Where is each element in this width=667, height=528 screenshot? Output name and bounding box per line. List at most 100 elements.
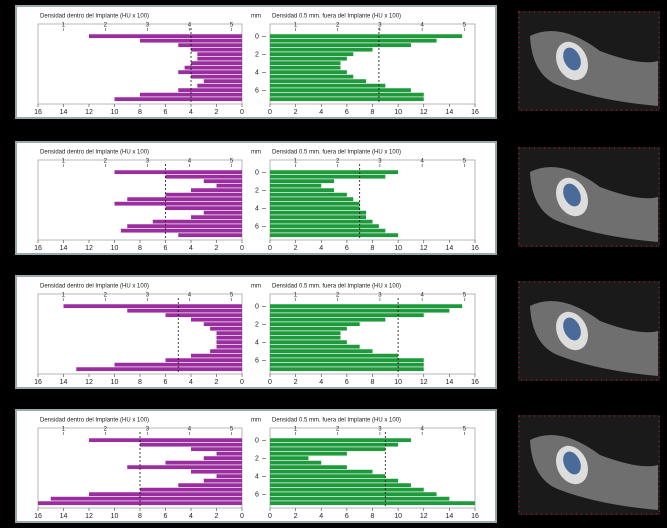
x-tick-label: 0 xyxy=(240,513,244,520)
bar xyxy=(270,313,424,317)
x-tick-label: 6 xyxy=(345,245,349,252)
bar xyxy=(270,97,424,101)
screenshot: Densidad dentro del Implante (HU x 100) 1… xyxy=(0,0,667,528)
bar xyxy=(270,354,398,358)
bar xyxy=(191,354,242,358)
bar xyxy=(270,188,334,192)
y-tick-label: 0 xyxy=(255,33,259,40)
bar xyxy=(204,179,242,183)
x-tick-label: 2 xyxy=(294,245,298,252)
x-tick-label: 8 xyxy=(138,245,142,252)
bar xyxy=(178,233,242,237)
bar xyxy=(270,345,360,349)
bar xyxy=(270,229,385,233)
x-tick-label: 12 xyxy=(85,379,93,386)
x-tick-label: 12 xyxy=(85,245,93,252)
x-tick-label: 16 xyxy=(471,109,479,116)
y-tick-label: 2 xyxy=(255,321,259,328)
bar xyxy=(178,70,242,74)
x-tick-label: 16 xyxy=(34,245,42,252)
bar xyxy=(270,57,347,61)
chart-title: Densidad dentro del Implante (HU x 100) xyxy=(40,14,149,20)
x-tick-label: 4 xyxy=(189,109,193,116)
bar xyxy=(270,34,462,38)
x-tick-label: 6 xyxy=(164,513,168,520)
bar xyxy=(270,206,360,210)
x-tick-label: 0 xyxy=(240,245,244,252)
bar xyxy=(270,179,334,183)
bar xyxy=(217,184,243,188)
bar xyxy=(115,97,243,101)
y-tick-label: 4 xyxy=(255,473,259,480)
chart-title: Densidad 0.5 mm. fuera del Implante (HU … xyxy=(272,284,401,290)
bar xyxy=(270,43,411,47)
bar xyxy=(270,197,353,201)
x-tick-label: 8 xyxy=(138,379,142,386)
bar xyxy=(191,75,242,79)
bar xyxy=(166,175,243,179)
x-tick-label: 2 xyxy=(294,513,298,520)
x-tick-label: 4 xyxy=(319,245,323,252)
bar xyxy=(217,474,243,478)
y-axis-label: mm xyxy=(251,284,261,290)
bar xyxy=(270,447,385,451)
bar xyxy=(270,309,449,313)
x-tick-label: 4 xyxy=(319,379,323,386)
y-tick-label: 6 xyxy=(255,87,259,94)
x-tick-label: 8 xyxy=(371,513,375,520)
bar xyxy=(204,211,242,215)
bar xyxy=(270,501,475,505)
bar xyxy=(140,443,242,447)
bar xyxy=(270,202,360,206)
bar xyxy=(127,309,242,313)
x-tick-label: 2 xyxy=(215,109,219,116)
bar xyxy=(270,492,437,496)
y-tick-label: 4 xyxy=(255,69,259,76)
x-tick-label: 14 xyxy=(60,245,68,252)
bar xyxy=(204,79,242,83)
bar xyxy=(140,488,242,492)
bar xyxy=(270,184,321,188)
bar xyxy=(210,327,242,331)
bar xyxy=(270,340,347,344)
bar xyxy=(51,497,242,501)
bar xyxy=(217,340,243,344)
page: {"chart_data": [ {"type": "bar", "title"… xyxy=(0,0,667,528)
bar xyxy=(89,492,242,496)
panel xyxy=(16,276,496,388)
bar xyxy=(270,75,353,79)
bar xyxy=(89,34,242,38)
bar xyxy=(270,70,347,74)
y-tick-label: 2 xyxy=(255,51,259,58)
x-tick-label: 12 xyxy=(420,379,428,386)
x-tick-label: 4 xyxy=(319,513,323,520)
bar xyxy=(270,497,449,501)
bar xyxy=(153,220,242,224)
bar xyxy=(204,322,242,326)
bar xyxy=(270,84,385,88)
bar xyxy=(270,52,353,56)
x-tick-label: 16 xyxy=(34,513,42,520)
x-tick-label: 12 xyxy=(85,109,93,116)
y-tick-label: 0 xyxy=(255,437,259,444)
bar xyxy=(270,233,398,237)
bar xyxy=(127,224,242,228)
bar xyxy=(270,93,424,97)
bar xyxy=(270,438,411,442)
bar xyxy=(217,331,243,335)
x-tick-label: 6 xyxy=(345,513,349,520)
x-tick-label: 10 xyxy=(111,109,119,116)
y-tick-label: 2 xyxy=(255,455,259,462)
bar xyxy=(270,327,347,331)
bar xyxy=(178,483,242,487)
x-tick-label: 12 xyxy=(420,513,428,520)
bar xyxy=(121,229,242,233)
bar xyxy=(270,456,308,460)
bar xyxy=(178,88,242,92)
bar xyxy=(270,461,321,465)
x-tick-label: 6 xyxy=(345,379,349,386)
y-tick-label: 4 xyxy=(255,339,259,346)
bar xyxy=(166,358,243,362)
bar xyxy=(270,39,437,43)
bar xyxy=(270,322,360,326)
